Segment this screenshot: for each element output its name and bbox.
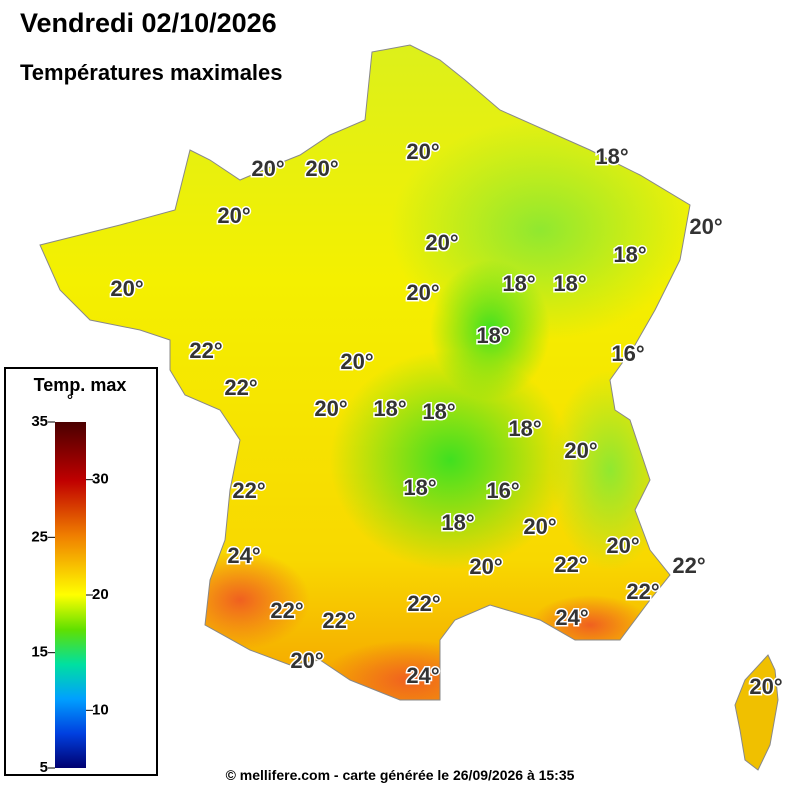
- temp-label: 18°: [595, 144, 628, 169]
- legend-tick-label: 30: [92, 471, 109, 488]
- temp-label: 22°: [232, 478, 265, 503]
- temp-label: 20°: [305, 156, 338, 181]
- temp-label: 22°: [270, 598, 303, 623]
- temp-label: 20°: [689, 214, 722, 239]
- temp-label: 18°: [422, 399, 455, 424]
- temp-label: 20°: [523, 514, 556, 539]
- temp-label: 20°: [469, 554, 502, 579]
- temp-label: 16°: [486, 478, 519, 503]
- temp-label: 22°: [322, 608, 355, 633]
- temp-label: 18°: [441, 510, 474, 535]
- temp-label: 20°: [290, 648, 323, 673]
- temp-label: 24°: [227, 543, 260, 568]
- temp-label: 20°: [749, 674, 782, 699]
- temp-label: 20°: [251, 156, 284, 181]
- legend-tick-label: 35: [31, 413, 48, 430]
- temp-label: 22°: [224, 375, 257, 400]
- temp-label: 16°: [611, 341, 644, 366]
- temp-label: 20°: [217, 203, 250, 228]
- temp-label: 22°: [189, 338, 222, 363]
- temp-label: 18°: [508, 416, 541, 441]
- temp-label: 18°: [476, 323, 509, 348]
- legend-tick-label: 20: [92, 586, 109, 603]
- temp-label: 24°: [406, 663, 439, 688]
- color-scale: [55, 422, 86, 768]
- temp-label: 18°: [403, 475, 436, 500]
- temp-label: 20°: [564, 438, 597, 463]
- temp-label: 20°: [606, 533, 639, 558]
- temp-label: 20°: [406, 280, 439, 305]
- legend-tick-label: 5: [40, 759, 48, 776]
- temp-label: 22°: [407, 591, 440, 616]
- temp-label: 18°: [553, 271, 586, 296]
- temp-label: 22°: [626, 579, 659, 604]
- temp-label: 22°: [672, 553, 705, 578]
- legend-unit: °: [67, 392, 73, 409]
- legend-title: Temp. max: [34, 375, 127, 395]
- title: Vendredi 02/10/2026: [20, 8, 277, 38]
- temp-label: 20°: [340, 349, 373, 374]
- temp-label: 20°: [110, 276, 143, 301]
- corsica: [734, 654, 779, 771]
- legend-tick-label: 25: [31, 528, 48, 545]
- footer: © mellifere.com - carte générée le 26/09…: [226, 767, 575, 783]
- temp-label: 22°: [554, 552, 587, 577]
- temp-label: 24°: [555, 605, 588, 630]
- legend-tick-label: 15: [31, 644, 48, 661]
- temp-label: 20°: [406, 139, 439, 164]
- temp-label: 20°: [425, 230, 458, 255]
- temp-label: 18°: [373, 396, 406, 421]
- subtitle: Températures maximales: [20, 60, 283, 85]
- temp-label: 18°: [502, 271, 535, 296]
- temp-label: 20°: [314, 396, 347, 421]
- legend-tick-label: 10: [92, 701, 109, 718]
- temp-label: 18°: [613, 242, 646, 267]
